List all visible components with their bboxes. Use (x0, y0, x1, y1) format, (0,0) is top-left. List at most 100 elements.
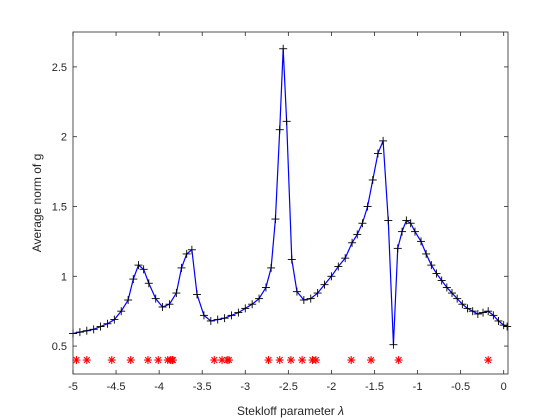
asterisk-marker-point (275, 356, 284, 365)
x-axis-label-symbol: λ (337, 404, 344, 418)
asterisk-marker-point (210, 356, 219, 365)
plus-marker-point (129, 275, 138, 284)
plus-marker-point (134, 261, 143, 270)
series-0 (69, 44, 512, 349)
plus-marker-point (406, 219, 415, 228)
plus-marker-point (110, 315, 119, 324)
plus-marker-point (177, 263, 186, 272)
plus-marker-point (248, 300, 257, 309)
plus-marker-point (320, 280, 329, 289)
plus-marker-point (368, 175, 377, 184)
plus-marker-point (313, 289, 322, 298)
plus-marker-point (348, 238, 357, 247)
x-tick-label: -3.5 (193, 381, 212, 393)
asterisk-marker-point (224, 356, 233, 365)
plus-marker-point (327, 272, 336, 281)
asterisk-marker-point (72, 356, 81, 365)
plus-marker-point (458, 300, 467, 309)
plus-marker-point (292, 287, 301, 296)
plus-marker-point (220, 314, 229, 323)
x-tick-label: -0.5 (451, 381, 470, 393)
plus-marker-point (267, 263, 276, 272)
plus-marker-point (453, 294, 462, 303)
asterisk-marker-point (168, 356, 177, 365)
y-tick-label: 0.5 (52, 341, 67, 353)
x-tick-label: -2 (327, 381, 337, 393)
plus-marker-point (241, 304, 250, 313)
plus-marker-point (341, 254, 350, 263)
x-tick-label: -4 (154, 381, 164, 393)
asterisk-marker-point (311, 356, 320, 365)
plus-marker-point (287, 255, 296, 264)
y-tick-label: 1 (61, 271, 67, 283)
plot-frame (72, 31, 509, 375)
asterisk-marker-point (107, 356, 116, 365)
plus-marker-point (187, 245, 196, 254)
asterisk-marker-point (367, 356, 376, 365)
asterisk-marker-point (394, 356, 403, 365)
plus-marker-point (402, 216, 411, 225)
plus-marker-point (151, 294, 160, 303)
plus-marker-point (172, 289, 181, 298)
plus-marker-point (410, 227, 419, 236)
plus-marker-point (373, 149, 382, 158)
asterisk-marker-point (82, 356, 91, 365)
plus-marker-point (379, 136, 388, 145)
plus-marker-point (334, 262, 343, 271)
plus-marker-point (503, 322, 512, 331)
plus-marker-point (489, 311, 498, 320)
plus-marker-point (479, 308, 488, 317)
x-axis-label-text: Stekloff parameter (237, 404, 338, 418)
x-tick-label: -2.5 (279, 381, 298, 393)
plus-marker-point (124, 296, 133, 305)
plus-marker-point (494, 316, 503, 325)
plus-marker-point (427, 261, 436, 270)
asterisk-marker-point (347, 356, 356, 365)
plus-marker-point (103, 319, 112, 328)
series-1 (72, 356, 493, 365)
plus-marker-point (234, 308, 243, 317)
plus-marker-point (282, 117, 291, 126)
plus-marker-point (89, 325, 98, 334)
asterisk-marker-point (298, 356, 307, 365)
plus-marker-point (96, 322, 105, 331)
series-layer (69, 44, 512, 365)
plus-marker-point (158, 303, 167, 311)
y-axis-label: Average norm of g (30, 154, 44, 253)
plus-marker-point (144, 279, 153, 288)
x-axis-label: Stekloff parameter λ (237, 404, 344, 418)
asterisk-marker-point (264, 356, 273, 365)
plus-marker-point (213, 315, 222, 324)
x-tick-label: -3 (240, 381, 250, 393)
plus-marker-point (442, 283, 451, 292)
x-tick-label: -5 (68, 381, 78, 393)
plus-marker-point (393, 244, 402, 253)
asterisk-marker-point (484, 356, 493, 365)
plus-marker-point (306, 294, 315, 303)
y-tick-label: 1.5 (52, 201, 67, 213)
plus-marker-point (448, 289, 457, 298)
plus-marker-point (484, 307, 493, 316)
plus-marker-point (299, 296, 308, 305)
plus-marker-point (473, 309, 482, 318)
x-tick-label: -4.5 (107, 381, 126, 393)
plus-marker-point (463, 304, 472, 313)
x-tick-label: -1.5 (365, 381, 384, 393)
asterisk-marker-point (143, 356, 152, 365)
plus-marker-point (182, 249, 191, 258)
plus-marker-point (255, 294, 264, 303)
plus-marker-point (206, 316, 215, 325)
plus-marker-point (358, 219, 367, 228)
plus-marker-point (227, 311, 236, 320)
x-tick-label: 0 (501, 381, 507, 393)
asterisk-marker-point (126, 356, 135, 365)
asterisk-marker-point (154, 356, 163, 365)
plus-marker-point (117, 307, 126, 316)
plus-marker-point (398, 227, 407, 236)
x-tick-label: -1 (413, 381, 423, 393)
plus-marker-point (82, 326, 91, 335)
plus-marker-point (353, 230, 362, 239)
y-tick-label: 2.5 (52, 62, 67, 74)
plus-marker-point (417, 237, 425, 246)
plus-marker-point (193, 290, 202, 299)
